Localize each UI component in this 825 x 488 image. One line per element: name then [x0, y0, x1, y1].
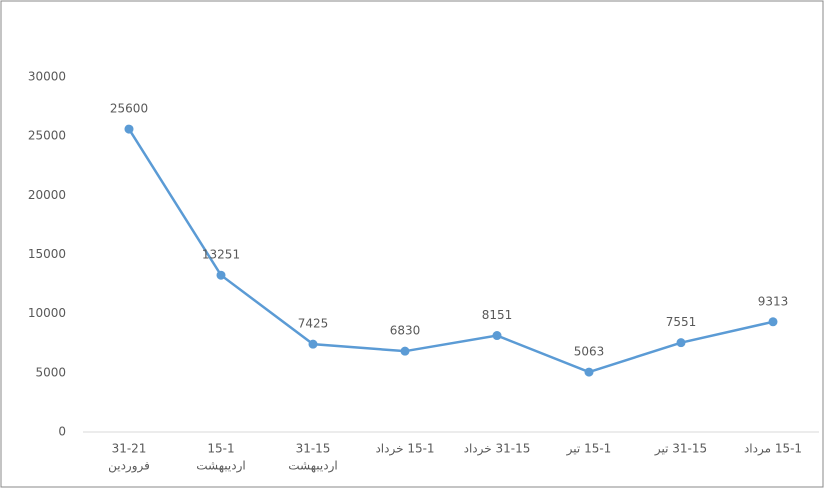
- x-tick-label: 15-1 تیر: [566, 442, 612, 457]
- x-tick-label: فروردین: [108, 459, 150, 474]
- x-tick-label: 15-1: [207, 442, 234, 456]
- data-label: 6830: [390, 324, 421, 338]
- x-tick-label: 31-15 تیر: [654, 442, 707, 457]
- data-label: 13251: [202, 248, 240, 262]
- y-tick-label: 15000: [28, 247, 66, 261]
- data-label: 8151: [482, 308, 513, 322]
- y-tick-label: 0: [58, 425, 66, 439]
- point: [401, 347, 410, 356]
- point: [309, 340, 318, 349]
- data-label: 5063: [574, 345, 605, 359]
- chart: 0 5000 10000 15000 20000 25000 30000 31-21 فرورد…: [0, 0, 825, 488]
- data-label: 7425: [298, 317, 329, 331]
- y-tick-label: 25000: [28, 129, 66, 143]
- y-tick-label: 5000: [35, 365, 66, 379]
- y-tick-label: 30000: [28, 70, 66, 84]
- point: [217, 271, 226, 280]
- x-tick-label: 31-21: [112, 442, 147, 456]
- x-tick-label: 15-1 خرداد: [375, 442, 434, 457]
- point: [677, 338, 686, 347]
- data-label: 7551: [666, 315, 697, 329]
- chart-frame: [1, 1, 823, 487]
- data-label: 9313: [758, 294, 789, 308]
- x-tick-label: 31-15 خرداد: [464, 442, 531, 457]
- y-tick-label: 20000: [28, 188, 66, 202]
- x-tick-label: اردیبهشت: [196, 459, 245, 474]
- x-tick-label: اردیبهشت: [288, 459, 337, 474]
- point: [585, 368, 594, 377]
- x-tick-label: 15-1 مرداد: [744, 442, 802, 457]
- y-tick-label: 10000: [28, 306, 66, 320]
- point: [493, 331, 502, 340]
- point: [769, 317, 778, 326]
- x-tick-label: 31-15: [296, 442, 331, 456]
- data-label: 25600: [110, 102, 148, 116]
- point: [125, 125, 134, 134]
